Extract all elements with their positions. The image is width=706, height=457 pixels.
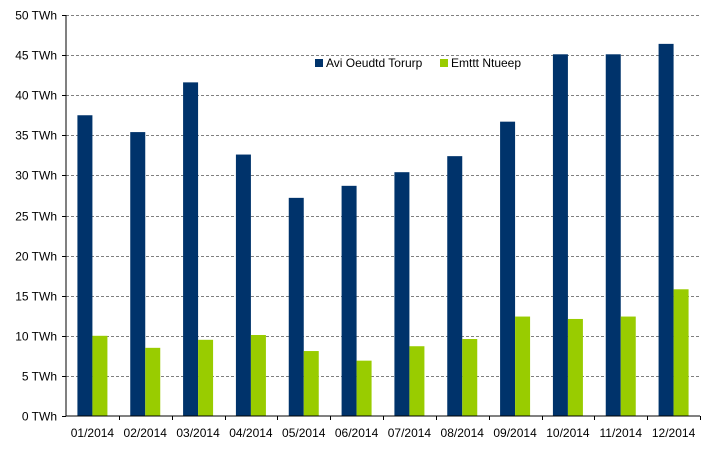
y-tick-label: 30 TWh (15, 169, 57, 183)
y-tick-label: 15 TWh (15, 290, 57, 304)
legend-label-series-2: Emttt Ntueep (451, 56, 521, 70)
y-tick-label: 5 TWh (22, 370, 57, 384)
y-tick-label: 0 TWh (22, 410, 57, 424)
x-tick-label: 09/2014 (493, 426, 537, 440)
x-axis-ticks: 01/2014 02/2014 03/2014 04/2014 05/2014 06/20… (71, 416, 701, 440)
gridlines (66, 15, 700, 377)
x-tick-label: 07/2014 (388, 426, 432, 440)
y-tick-label: 10 TWh (15, 330, 57, 344)
legend-label-series-1: Avi Oeudtd Torurp (326, 56, 423, 70)
y-tick-label: 50 TWh (15, 9, 57, 23)
bar-series-2-05-2014 (303, 351, 319, 416)
bar-series-1-05-2014 (288, 197, 304, 416)
bar-series-2-01-2014 (92, 335, 108, 416)
y-tick-label: 25 TWh (15, 210, 57, 224)
x-tick-label: 03/2014 (176, 426, 220, 440)
bar-series-2-09-2014 (515, 316, 531, 416)
axes (65, 15, 700, 417)
bar-series-2-08-2014 (462, 339, 478, 416)
bar-series-2-12-2014 (673, 289, 689, 416)
bar-series-2-06-2014 (356, 360, 372, 416)
bar-series-1-12-2014 (658, 43, 674, 416)
bar-series-1-03-2014 (183, 82, 199, 417)
x-tick-label: 02/2014 (124, 426, 168, 440)
bar-series-1-04-2014 (235, 154, 251, 416)
legend-swatch-series-1 (315, 59, 323, 67)
bars (77, 43, 689, 417)
bar-series-2-07-2014 (409, 346, 425, 416)
x-tick-label: 10/2014 (546, 426, 590, 440)
bar-series-1-01-2014 (77, 115, 93, 416)
bar-series-2-02-2014 (145, 347, 161, 416)
x-tick-label: 05/2014 (282, 426, 326, 440)
x-tick-label: 04/2014 (229, 426, 273, 440)
y-tick-label: 45 TWh (15, 49, 57, 63)
bar-series-2-04-2014 (250, 334, 266, 416)
bar-series-1-07-2014 (394, 172, 410, 416)
bar-series-1-11-2014 (605, 54, 621, 416)
x-tick-label: 01/2014 (71, 426, 115, 440)
y-tick-label: 40 TWh (15, 89, 57, 103)
legend-swatch-series-2 (440, 59, 448, 67)
legend: Avi Oeudtd Torurp Emttt Ntueep (315, 56, 521, 70)
bar-series-1-02-2014 (130, 132, 146, 417)
x-tick-label: 08/2014 (441, 426, 485, 440)
x-tick-label: 06/2014 (335, 426, 379, 440)
y-tick-label: 20 TWh (15, 250, 57, 264)
bar-series-1-09-2014 (500, 121, 516, 416)
x-tick-label: 11/2014 (600, 426, 643, 440)
y-tick-label: 35 TWh (15, 129, 57, 143)
bar-series-1-08-2014 (447, 156, 463, 417)
bar-series-2-10-2014 (567, 318, 583, 416)
bar-series-1-10-2014 (552, 54, 568, 416)
bar-series-1-06-2014 (341, 185, 357, 416)
x-tick-label: 12/2014 (652, 426, 696, 440)
bar-series-2-03-2014 (198, 339, 214, 416)
y-axis-ticks: 0 TWh 5 TWh 10 TWh 15 TWh 20 TWh 25 TWh 30 TWh… (15, 9, 66, 424)
bar-series-2-11-2014 (620, 316, 636, 416)
